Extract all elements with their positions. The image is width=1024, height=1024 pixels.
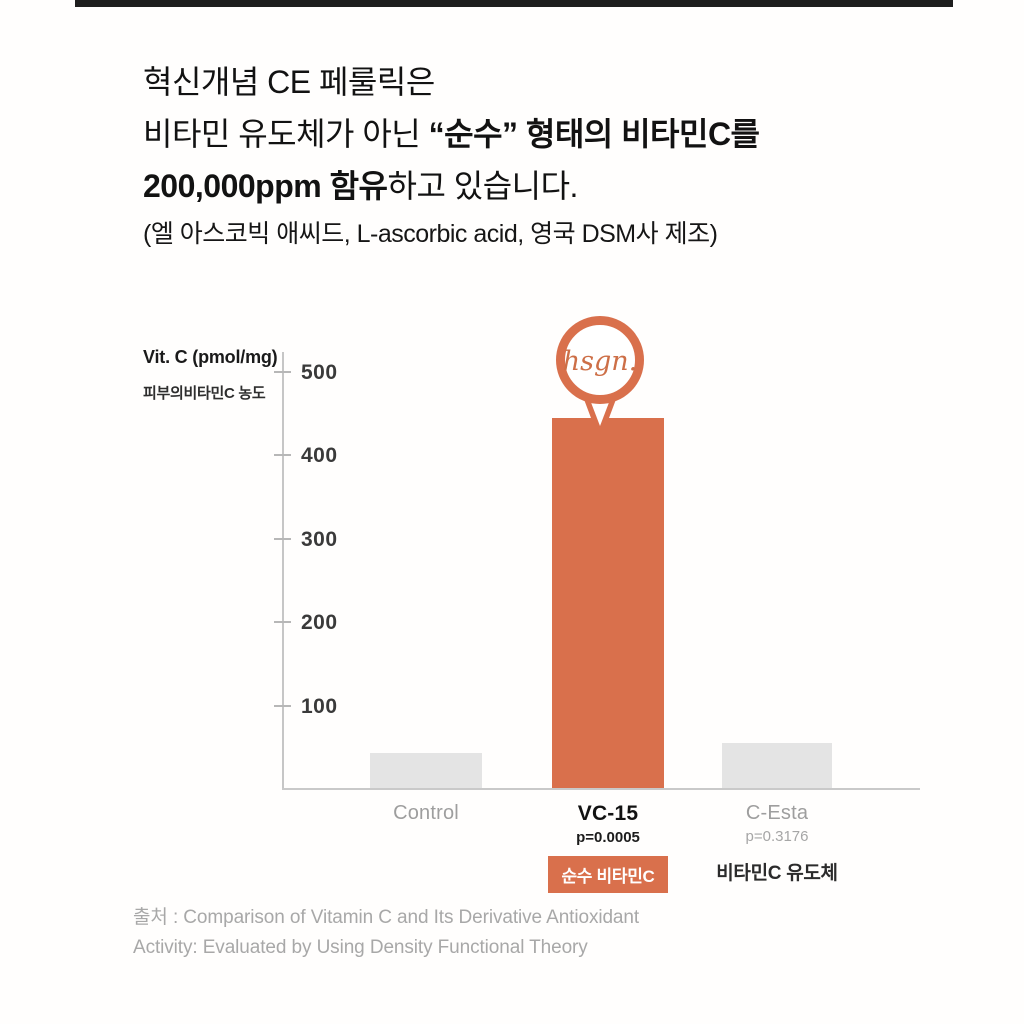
x-label-block-c-esta: C-Esta p=0.3176 비타민C 유도체 [692, 802, 862, 885]
bar-control [370, 753, 482, 789]
headline-line-1: 혁신개념 CE 페룰릭은 [143, 56, 760, 108]
source-line-2: Activity: Evaluated by Using Density Fun… [133, 937, 588, 958]
headline-line-3-bold: 200,000ppm 함유 [143, 168, 388, 204]
headline-line-2-regular: 비타민 유도체가 아닌 [143, 116, 429, 152]
headline-line-3-regular: 하고 있습니다. [387, 168, 579, 204]
x-label-block-vc-15: VC-15 p=0.0005 순수 비타민C [523, 802, 693, 893]
x-label-block-control: Control [341, 802, 511, 825]
hsgn-logo-pin-badge: hsgn. [552, 312, 648, 444]
x-axis-baseline [282, 788, 920, 790]
bar-vc-15 [552, 418, 664, 789]
top-divider-bar [75, 0, 953, 7]
p-value-label: p=0.3176 [745, 828, 809, 845]
y-tick-mark [274, 371, 291, 373]
headline-line-3: 200,000ppm 함유하고 있습니다. [143, 160, 760, 212]
y-tick-label: 300 [301, 527, 338, 551]
headline-line-2: 비타민 유도체가 아닌 “순수” 형태의 비타민C를 [143, 108, 760, 160]
y-axis-title-block: Vit. C (pmol/mg) 피부의비타민C 농도 [143, 347, 278, 403]
y-tick-label: 200 [301, 611, 338, 635]
pin-circle [556, 316, 644, 404]
source-line-1: 출처 : Comparison of Vitamin C and Its Der… [133, 907, 640, 928]
y-tick-label: 100 [301, 694, 338, 718]
p-value-label: p=0.0005 [576, 829, 640, 846]
headline-line-2-bold: “순수” 형태의 비타민C를 [428, 116, 760, 152]
pure-vitamin-c-badge: 순수 비타민C [548, 856, 668, 893]
y-tick-label: 400 [301, 444, 338, 468]
y-axis-line [282, 352, 284, 790]
y-tick-mark [274, 621, 291, 624]
y-tick-mark [274, 537, 291, 540]
headline-block: 혁신개념 CE 페룰릭은 비타민 유도체가 아닌 “순수” 형태의 비타민C를 … [143, 56, 760, 256]
category-label: C-Esta [745, 802, 809, 824]
pin-badge-shape: hsgn. [556, 316, 644, 442]
y-axis-subtitle: 피부의비타민C 농도 [143, 385, 266, 402]
headline-subline: (엘 아스코빅 애씨드, L-ascorbic acid, 영국 DSM사 제조… [143, 220, 718, 248]
bar-c-esta [722, 743, 832, 789]
source-citation: 출처 : Comparison of Vitamin C and Its Der… [133, 903, 639, 963]
y-tick-mark [274, 704, 291, 707]
hsgn-logo-text: hsgn. [563, 346, 638, 377]
category-label: VC-15 [577, 802, 639, 825]
derivative-footnote: 비타민C 유도체 [716, 863, 838, 884]
y-axis-title: Vit. C (pmol/mg) [143, 347, 278, 367]
category-label: Control [393, 802, 459, 824]
y-tick-mark [274, 454, 291, 457]
y-tick-label: 500 [301, 361, 338, 384]
headline-line-1-text: 혁신개념 CE 페룰릭은 [143, 64, 435, 100]
